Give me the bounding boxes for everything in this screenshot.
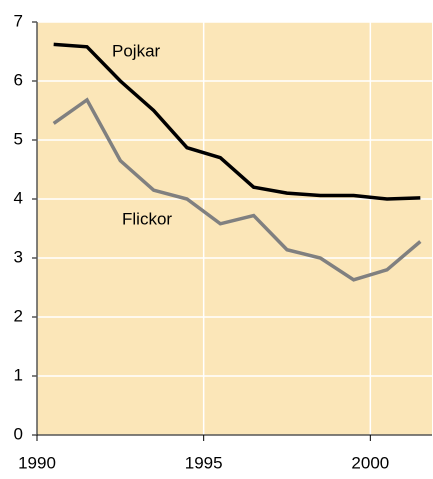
x-tick-label: 1995 bbox=[185, 453, 223, 472]
plot-area bbox=[37, 22, 432, 435]
y-tick-label: 0 bbox=[14, 424, 23, 443]
y-tick-label: 7 bbox=[14, 11, 23, 30]
y-tick-label: 6 bbox=[14, 70, 23, 89]
line bbox=[52, 97, 422, 282]
y-tick-label: 5 bbox=[14, 129, 23, 148]
series-label: Pojkar bbox=[112, 41, 161, 60]
y-tick-label: 1 bbox=[14, 365, 23, 384]
x-tick-label: 2000 bbox=[351, 453, 389, 472]
y-tick-label: 2 bbox=[14, 306, 23, 325]
y-tick-label: 3 bbox=[14, 247, 23, 266]
series-label: Flickor bbox=[122, 209, 172, 228]
x-tick-label: 1990 bbox=[18, 453, 56, 472]
line bbox=[53, 42, 421, 201]
y-tick-label: 4 bbox=[14, 188, 23, 207]
